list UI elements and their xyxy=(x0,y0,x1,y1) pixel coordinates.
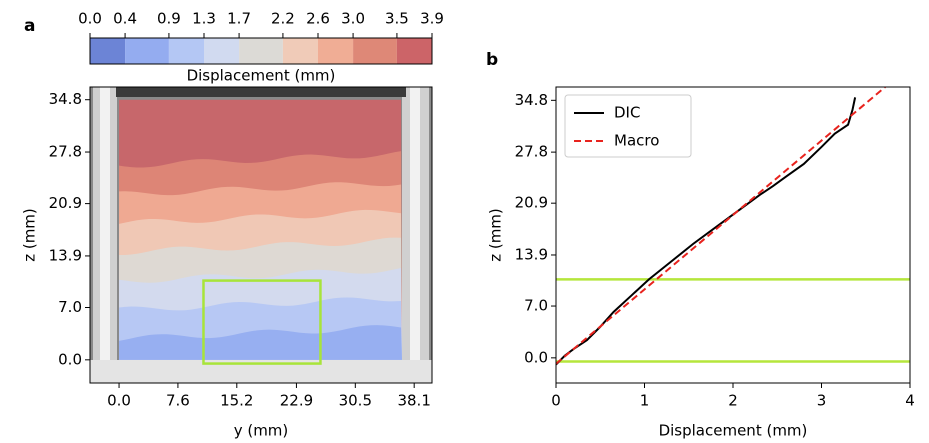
y-tick-label: 13.9 xyxy=(49,246,82,264)
x-tick-label: 3 xyxy=(817,392,827,410)
axes-frame xyxy=(89,86,433,384)
legend-label: DIC xyxy=(614,104,640,122)
y-tick-label: 34.8 xyxy=(515,91,548,109)
colorbar-tick-label: 2.6 xyxy=(306,10,330,28)
colorbar-tick-label: 0.4 xyxy=(113,10,137,28)
x-tick-label: 2 xyxy=(728,392,738,410)
x-tick-label: 15.2 xyxy=(220,392,253,410)
colorbar-segment xyxy=(353,38,397,64)
y-tick-label: 7.0 xyxy=(58,298,82,316)
x-tick-label: 22.9 xyxy=(280,392,313,410)
contour-band xyxy=(119,325,402,360)
colorbar-segment xyxy=(90,38,126,64)
x-tick-label: 30.5 xyxy=(339,392,372,410)
colorbar-segment xyxy=(239,38,283,64)
x-axis-label: Displacement (mm) xyxy=(659,422,808,440)
clamp-right-edge xyxy=(410,87,420,383)
colorbar-tick-label: 3.9 xyxy=(420,10,444,28)
colorbar-tick-label: 0.9 xyxy=(157,10,181,28)
colorbar-tick-label: 1.7 xyxy=(227,10,251,28)
y-tick-label: 20.9 xyxy=(49,194,82,212)
x-tick-label: 4 xyxy=(905,392,915,410)
colorbar-segment xyxy=(125,38,169,64)
region-box xyxy=(202,279,322,365)
colorbar-tick-label: 0.0 xyxy=(78,10,102,28)
colorbar-segment xyxy=(282,38,318,64)
colorbar-segment xyxy=(318,38,354,64)
x-tick-label: 7.6 xyxy=(166,392,190,410)
series-line xyxy=(556,97,857,366)
series-line xyxy=(556,87,886,365)
y-tick-label: 0.0 xyxy=(58,350,82,368)
colorbar-label: Displacement (mm) xyxy=(187,67,336,85)
x-tick-label: 1 xyxy=(640,392,650,410)
colorbar-segment xyxy=(168,38,204,64)
colorbar-frame xyxy=(89,37,433,65)
y-tick-label: 13.9 xyxy=(515,245,548,263)
top-plate xyxy=(116,87,406,97)
y-tick-label: 20.9 xyxy=(515,194,548,212)
x-axis-label: y (mm) xyxy=(234,422,289,440)
x-tick-label: 38.1 xyxy=(397,392,430,410)
x-tick-label: 0.0 xyxy=(107,392,131,410)
colorbar-tick-label: 2.2 xyxy=(271,10,295,28)
clamp-left-edge xyxy=(100,87,110,383)
y-axis-label: z (mm) xyxy=(21,208,39,262)
colorbar-segment xyxy=(396,38,432,64)
y-axis-label: z (mm) xyxy=(487,208,505,262)
y-tick-label: 34.8 xyxy=(49,90,82,108)
x-tick-label: 0 xyxy=(551,392,561,410)
y-tick-label: 0.0 xyxy=(524,348,548,366)
legend-label: Macro xyxy=(614,132,659,150)
colorbar-segment xyxy=(204,38,240,64)
y-tick-label: 7.0 xyxy=(524,297,548,315)
y-tick-label: 27.8 xyxy=(49,143,82,161)
panel-label: a xyxy=(24,16,35,36)
colorbar-tick-label: 3.0 xyxy=(341,10,365,28)
base-plate xyxy=(90,360,432,383)
y-tick-label: 27.8 xyxy=(515,143,548,161)
colorbar-tick-label: 3.5 xyxy=(385,10,409,28)
panel-label: b xyxy=(486,50,498,70)
colorbar-tick-label: 1.3 xyxy=(192,10,216,28)
